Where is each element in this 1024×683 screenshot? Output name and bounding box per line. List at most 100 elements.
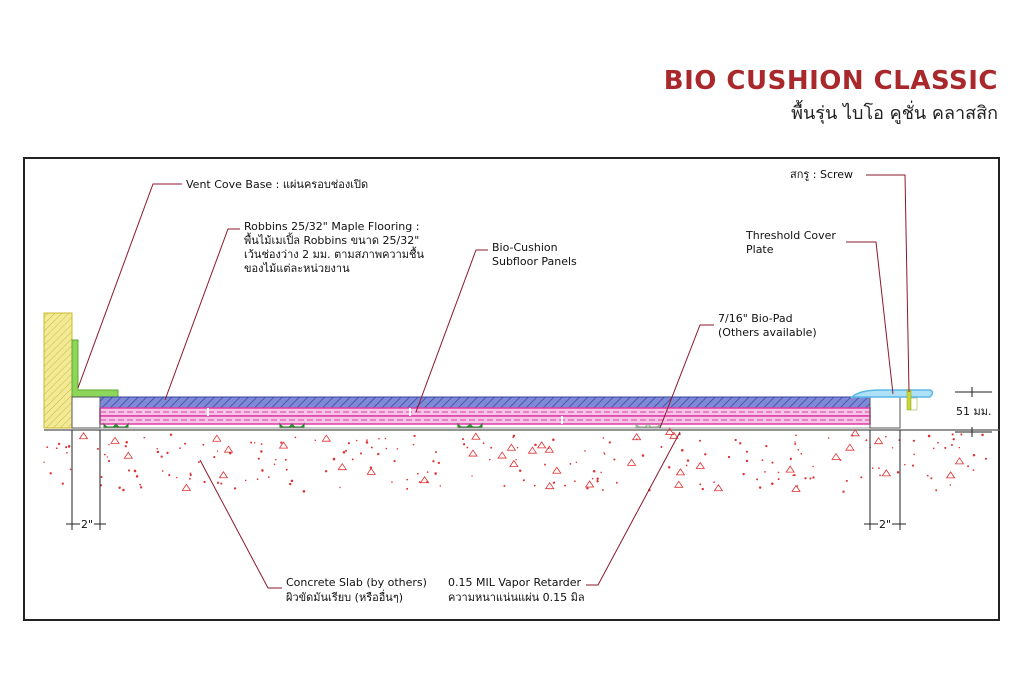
aggregate-dot xyxy=(912,439,916,442)
aggregate-dot xyxy=(189,477,191,480)
aggregate-dot xyxy=(254,442,256,444)
aggregate-mark xyxy=(509,459,519,467)
aggregate-dot xyxy=(591,477,594,480)
aggregate-dot xyxy=(771,482,774,486)
aggregate-dot xyxy=(685,464,688,467)
aggregate-dot xyxy=(967,465,970,468)
aggregate-dot xyxy=(257,457,260,460)
aggregate-dot xyxy=(406,487,409,490)
label-subfloor-2: Subfloor Panels xyxy=(492,255,577,268)
aggregate-dot xyxy=(789,457,793,461)
aggregate-dot xyxy=(512,434,516,437)
label-maple-2: พื้นไม้เมเปิ้ล Robbins ขนาด 25/32" xyxy=(244,234,420,247)
aggregate-dot xyxy=(949,484,952,486)
aggregate-dot xyxy=(275,458,277,461)
aggregate-dot xyxy=(393,459,396,463)
aggregate-dot xyxy=(46,446,49,449)
aggregate-dot xyxy=(345,449,348,452)
aggregate-dot xyxy=(926,474,929,477)
aggregate-dot xyxy=(366,439,368,441)
label-vapor-1: 0.15 MIL Vapor Retarder xyxy=(448,576,582,589)
aggregate-dot xyxy=(107,459,111,463)
aggregate-dot xyxy=(385,447,388,450)
aggregate-dot xyxy=(342,450,346,454)
aggregate-mark xyxy=(954,457,965,465)
aggregate-mark xyxy=(321,434,332,442)
aggregate-dot xyxy=(125,440,128,444)
aggregate-dot xyxy=(466,446,469,449)
aggregate-dot xyxy=(471,475,473,477)
aggregate-dot xyxy=(203,480,206,484)
dimension-height xyxy=(955,387,992,437)
aggregate-dot xyxy=(878,467,880,470)
aggregate-dot xyxy=(104,453,106,456)
aggregate-mark xyxy=(713,484,724,492)
aggregate-dot xyxy=(488,458,491,461)
leader-maple xyxy=(164,228,240,401)
aggregate-dot xyxy=(845,479,848,482)
aggregate-dot xyxy=(686,459,690,462)
aggregate-dot xyxy=(879,474,881,477)
aggregate-dot xyxy=(765,444,768,448)
aggregate-mark xyxy=(945,471,956,479)
aggregate-dot xyxy=(533,484,536,487)
aggregate-dot xyxy=(680,448,684,452)
dimension-gap-left-label: 2" xyxy=(80,518,95,532)
aggregate-dot xyxy=(378,437,380,440)
aggregate-dot xyxy=(792,474,795,477)
label-threshold-1: Threshold Cover xyxy=(746,229,836,242)
aggregate-dot xyxy=(290,479,294,483)
screw xyxy=(906,389,912,411)
aggregate-dot xyxy=(547,447,550,450)
aggregate-dot xyxy=(106,456,109,458)
aggregate-dot xyxy=(332,457,336,461)
aggregate-dot xyxy=(937,441,939,444)
aggregate-dot xyxy=(503,484,506,487)
aggregate-dot xyxy=(794,442,797,445)
aggregate-dot xyxy=(256,478,259,481)
aggregate-dot xyxy=(891,447,894,449)
aggregate-dot xyxy=(608,441,611,444)
aggregate-mark xyxy=(873,436,884,445)
aggregate-dot xyxy=(795,434,797,437)
aggregate-mark xyxy=(223,445,234,453)
aggregate-dot xyxy=(482,442,485,444)
aggregate-dot xyxy=(434,472,437,475)
aggregate-dot xyxy=(161,470,164,472)
leader-threshold xyxy=(846,241,894,395)
aggregate-dot xyxy=(294,436,297,439)
aggregate-dot xyxy=(860,476,863,479)
aggregate-dot xyxy=(339,486,341,489)
aggregate-dot xyxy=(797,448,800,451)
aggregate-dot xyxy=(100,475,103,479)
aggregate-dot xyxy=(189,473,192,477)
aggregate-dot xyxy=(166,451,169,455)
expansion-gap-left xyxy=(71,396,101,429)
aggregate-dot xyxy=(351,458,354,461)
aggregate-dot xyxy=(434,451,437,454)
aggregate-mark xyxy=(791,484,801,492)
aggregate-dot xyxy=(515,458,517,461)
aggregate-dot xyxy=(355,439,358,442)
aggregate-dot xyxy=(574,480,576,483)
leader-vent-cove xyxy=(77,183,182,389)
aggregate-mark xyxy=(337,462,348,471)
aggregate-dot xyxy=(865,439,868,442)
aggregate-dot xyxy=(396,448,399,450)
drawing-frame xyxy=(23,157,1000,621)
dimension-gap-left xyxy=(66,430,106,530)
aggregate-dot xyxy=(250,441,253,444)
aggregate-mark xyxy=(695,461,706,469)
subfloor-panel-upper xyxy=(99,407,871,417)
aggregate-dot xyxy=(160,455,163,458)
dimension-gap-right xyxy=(864,430,906,530)
aggregate-dot xyxy=(596,477,599,480)
aggregate-dot xyxy=(260,450,263,453)
leader-screw xyxy=(866,174,910,393)
aggregate-dot xyxy=(347,442,350,445)
aggregate-dot xyxy=(602,437,605,439)
aggregate-dot xyxy=(108,444,110,446)
label-screw: สกรู : Screw xyxy=(790,168,854,181)
aggregate-dot xyxy=(69,468,72,471)
aggregate-mark xyxy=(471,432,481,440)
